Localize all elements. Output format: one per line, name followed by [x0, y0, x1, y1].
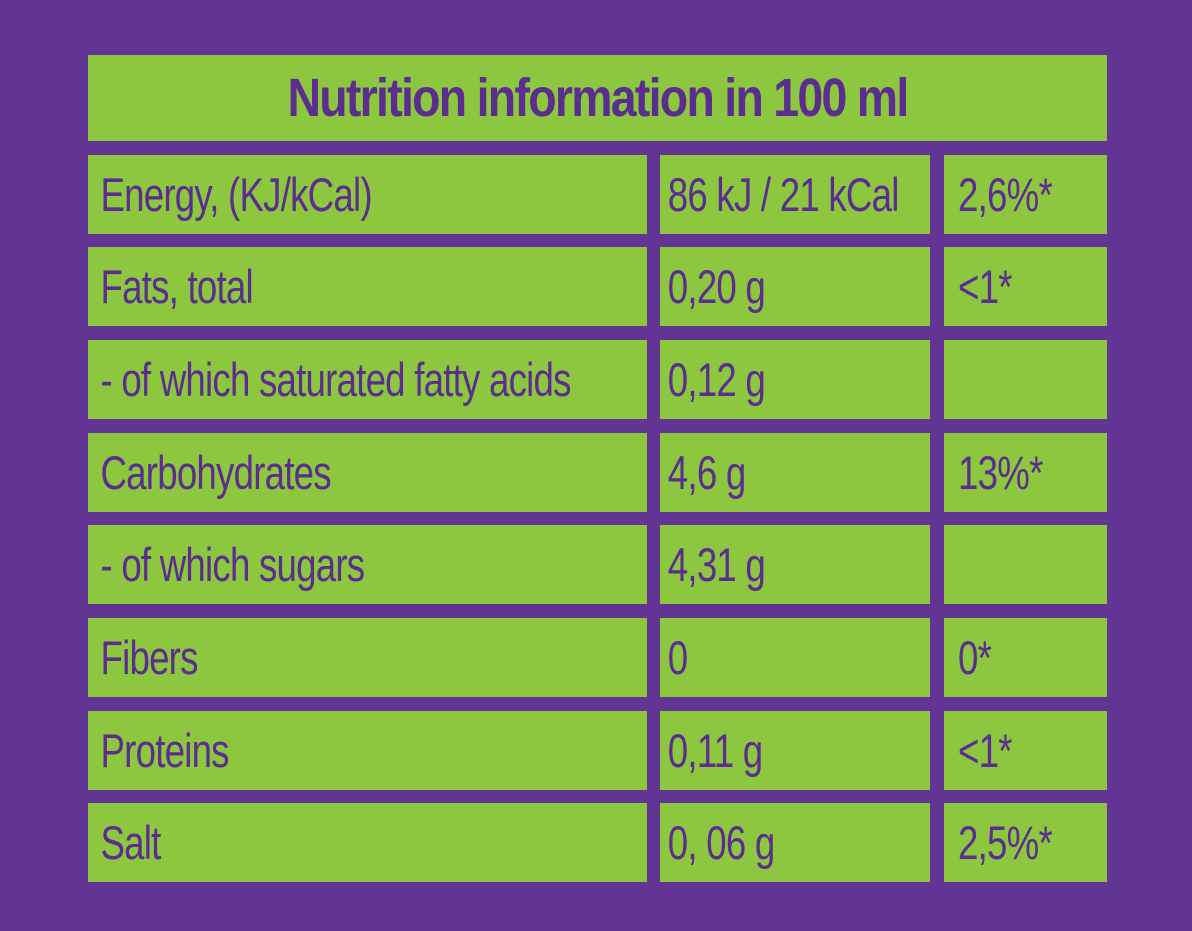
nutrient-name-cell: Carbohydrates — [88, 433, 647, 512]
nutrient-name-cell: - of which sugars — [88, 525, 647, 604]
nutrient-value-cell: 0,11 g — [660, 711, 930, 790]
nutrition-row-proteins: Proteins 0,11 g <1* — [88, 711, 1107, 790]
nutrient-name-cell: - of which saturated fatty acids — [88, 340, 647, 419]
nutrient-percent-cell: 13%* — [944, 433, 1107, 512]
nutrient-value: 0,12 g — [667, 353, 766, 406]
nutrient-name-cell: Salt — [88, 803, 647, 882]
nutrient-value-cell: 4,31 g — [660, 525, 930, 604]
nutrient-percent: <1* — [958, 724, 1013, 777]
nutrient-percent: 2,5%* — [958, 816, 1053, 869]
nutrient-value-cell: 0, 06 g — [660, 803, 930, 882]
nutrient-percent: 2,6%* — [958, 168, 1053, 221]
nutrient-name: Fibers — [100, 631, 198, 684]
nutrition-row-salt: Salt 0, 06 g 2,5%* — [88, 803, 1107, 882]
nutrient-value-cell: 0,20 g — [660, 247, 930, 326]
nutrient-percent: 13%* — [958, 446, 1043, 499]
nutrient-value: 0,20 g — [667, 260, 766, 313]
nutrition-row-energy: Energy, (KJ/kCal) 86 kJ / 21 kCal 2,6%* — [88, 155, 1107, 234]
nutrient-name: Carbohydrates — [100, 446, 331, 499]
nutrient-value: 4,31 g — [667, 538, 766, 591]
nutrient-percent: <1* — [958, 260, 1013, 313]
nutrient-value: 0 — [667, 631, 688, 684]
nutrient-value: 86 kJ / 21 kCal — [667, 168, 900, 221]
nutrient-percent-cell — [944, 525, 1107, 604]
nutrition-row-saturated-fats: - of which saturated fatty acids 0,12 g — [88, 340, 1107, 419]
nutrition-row-sugars: - of which sugars 4,31 g — [88, 525, 1107, 604]
nutrient-percent-cell: 0* — [944, 618, 1107, 697]
nutrient-value-cell: 0,12 g — [660, 340, 930, 419]
nutrient-percent-cell — [944, 340, 1107, 419]
nutrient-name-cell: Energy, (KJ/kCal) — [88, 155, 647, 234]
nutrient-value-cell: 0 — [660, 618, 930, 697]
nutrient-value: 4,6 g — [667, 446, 746, 499]
nutrient-name-cell: Proteins — [88, 711, 647, 790]
nutrient-percent: 0* — [958, 631, 992, 684]
nutrient-value: 0,11 g — [667, 724, 763, 777]
nutrient-value: 0, 06 g — [667, 816, 775, 869]
nutrient-name-cell: Fibers — [88, 618, 647, 697]
nutrient-name: Proteins — [100, 724, 229, 777]
nutrient-value-cell: 86 kJ / 21 kCal — [660, 155, 930, 234]
nutrient-name: Salt — [100, 816, 161, 869]
nutrient-percent-cell: 2,6%* — [944, 155, 1107, 234]
nutrition-title-bar: Nutrition information in 100 ml — [88, 55, 1107, 141]
nutrient-name: - of which sugars — [100, 538, 365, 591]
nutrient-name: Fats, total — [100, 260, 253, 313]
nutrient-value-cell: 4,6 g — [660, 433, 930, 512]
nutrient-name: Energy, (KJ/kCal) — [100, 168, 372, 221]
nutrient-percent-cell: 2,5%* — [944, 803, 1107, 882]
nutrient-name-cell: Fats, total — [88, 247, 647, 326]
nutrient-name: - of which saturated fatty acids — [100, 353, 571, 406]
nutrition-title: Nutrition information in 100 ml — [287, 68, 909, 128]
nutrition-row-fibers: Fibers 0 0* — [88, 618, 1107, 697]
nutrient-percent-cell: <1* — [944, 247, 1107, 326]
nutrition-row-carbohydrates: Carbohydrates 4,6 g 13%* — [88, 433, 1107, 512]
nutrition-row-fats: Fats, total 0,20 g <1* — [88, 247, 1107, 326]
nutrient-percent-cell: <1* — [944, 711, 1107, 790]
